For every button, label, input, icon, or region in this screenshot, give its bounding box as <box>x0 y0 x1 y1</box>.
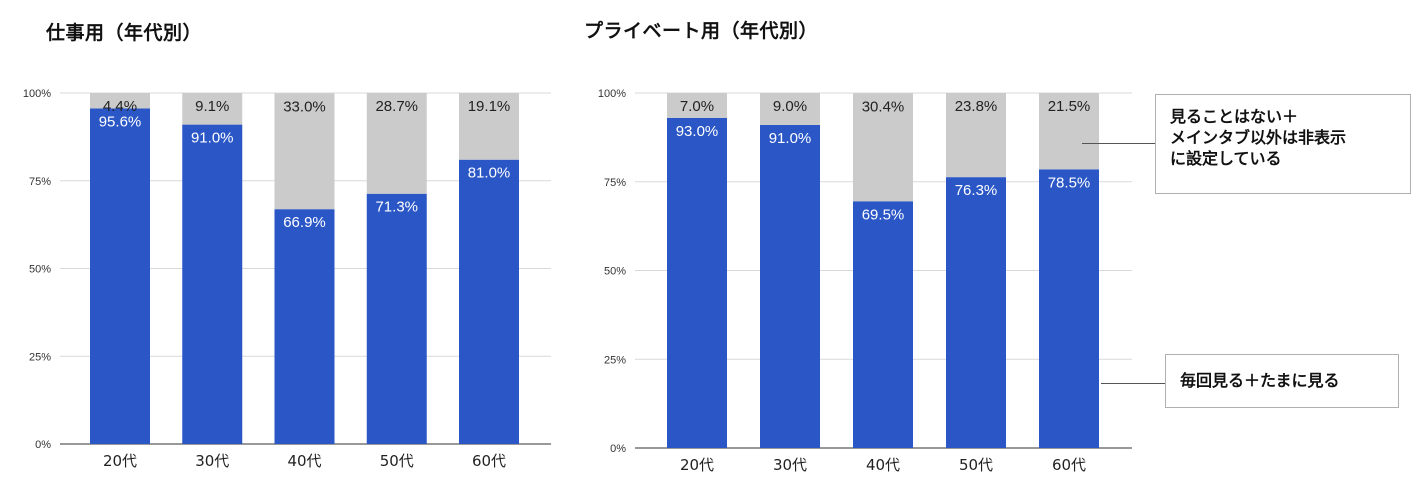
y-tick-label: 75% <box>29 176 51 188</box>
data-label: 76.3% <box>955 182 998 199</box>
data-label: 66.9% <box>283 214 326 231</box>
chart-title-work: 仕事用（年代別） <box>46 22 203 44</box>
x-tick-label: 40代 <box>287 452 321 470</box>
bar-segment-viewed <box>90 108 150 444</box>
bar-segment-viewed <box>366 193 427 444</box>
bar-segment-viewed <box>274 209 335 444</box>
data-label: 7.0% <box>680 98 714 115</box>
bar-segment-viewed <box>459 159 519 444</box>
data-label: 95.6% <box>99 113 142 130</box>
data-label: 93.0% <box>676 123 719 140</box>
x-tick-label: 30代 <box>773 456 807 474</box>
data-label: 21.5% <box>1048 98 1091 115</box>
bar-segment-not-viewed <box>274 93 335 210</box>
callout-bottom-text: 毎回見る＋たまに見る <box>1180 371 1340 390</box>
data-label: 91.0% <box>191 130 234 147</box>
x-tick-label: 60代 <box>1052 456 1086 474</box>
y-tick-label: 25% <box>604 354 626 366</box>
bar-segment-not-viewed <box>946 93 1006 178</box>
x-tick-label: 20代 <box>680 456 714 474</box>
bar-segment-not-viewed <box>667 93 727 118</box>
x-tick-label: 50代 <box>959 456 993 474</box>
data-label: 81.0% <box>468 165 511 182</box>
y-tick-label: 0% <box>610 443 626 455</box>
legend-callout-not-viewed: 見ることはない＋ メインタブ以外は非表示 に設定している <box>1155 94 1411 194</box>
y-tick-label: 25% <box>29 351 51 363</box>
x-tick-label: 30代 <box>195 452 229 470</box>
bar-segment-not-viewed <box>182 93 243 125</box>
y-tick-label: 100% <box>23 88 51 100</box>
x-tick-label: 40代 <box>866 456 900 474</box>
bar-segment-viewed <box>1039 169 1099 448</box>
data-label: 30.4% <box>862 98 905 115</box>
data-label: 71.3% <box>375 199 418 216</box>
data-label: 19.1% <box>468 98 511 115</box>
callout-top-line-1: 見ることはない＋ <box>1170 107 1299 126</box>
callout-top-line-3: に設定している <box>1170 149 1282 168</box>
data-label: 23.8% <box>955 98 998 115</box>
bar-segment-viewed <box>760 124 820 448</box>
y-tick-label: 100% <box>598 88 626 100</box>
bar-segment-not-viewed <box>1039 93 1099 170</box>
bar-segment-viewed <box>853 201 913 448</box>
legend-callout-viewed: 毎回見る＋たまに見る <box>1165 354 1399 408</box>
data-label: 4.4% <box>103 98 137 115</box>
y-tick-label: 75% <box>604 177 626 189</box>
callout-top-line-2: メインタブ以外は非表示 <box>1170 128 1347 147</box>
bar-segment-not-viewed <box>90 93 150 109</box>
callout-top-leader <box>1082 143 1155 144</box>
bar-segment-not-viewed <box>366 93 427 194</box>
bar-segment-viewed <box>667 117 727 448</box>
bar-segment-not-viewed <box>459 93 519 160</box>
y-tick-label: 50% <box>604 266 626 278</box>
data-label: 9.1% <box>195 98 229 115</box>
data-label: 78.5% <box>1048 174 1091 191</box>
data-label: 33.0% <box>283 98 326 115</box>
y-tick-label: 0% <box>35 439 51 451</box>
data-label: 91.0% <box>769 130 812 147</box>
bar-segment-viewed <box>182 124 243 444</box>
bar-segment-viewed <box>946 177 1006 448</box>
chart-title-private: プライベート用（年代別） <box>584 20 819 42</box>
x-tick-label: 20代 <box>103 452 137 470</box>
y-tick-label: 50% <box>29 264 51 276</box>
data-label: 28.7% <box>375 98 418 115</box>
x-tick-label: 50代 <box>380 452 414 470</box>
x-tick-label: 60代 <box>472 452 506 470</box>
bar-segment-not-viewed <box>760 93 820 125</box>
data-label: 69.5% <box>862 206 905 223</box>
data-label: 9.0% <box>773 98 807 115</box>
callout-bottom-leader <box>1101 383 1165 384</box>
bar-segment-not-viewed <box>853 93 913 202</box>
